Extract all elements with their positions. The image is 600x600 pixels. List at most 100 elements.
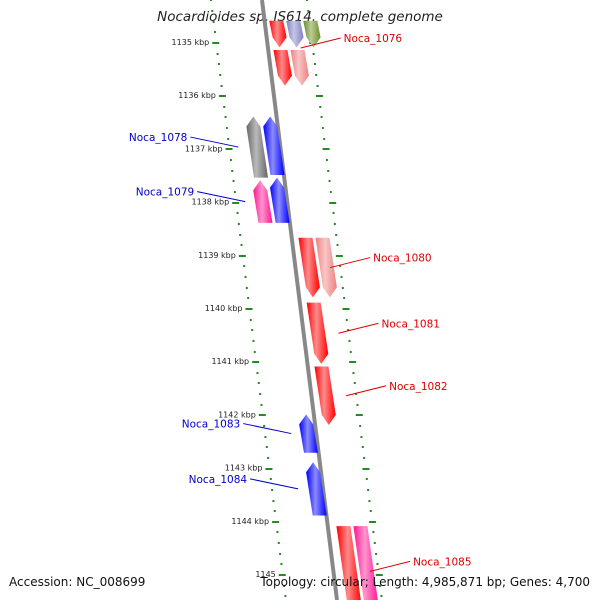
- scale-dot: [336, 244, 339, 246]
- scale-major-tick: [238, 255, 246, 257]
- topology-summary: Topology: circular; Length: 4,985,871 bp…: [260, 575, 590, 589]
- scale-major-tick: [355, 414, 363, 416]
- scale-dot: [209, 0, 212, 1]
- callout-line: [197, 191, 246, 203]
- gene-label: Noca_1078: [129, 132, 187, 144]
- scale-dot: [284, 595, 287, 597]
- scale-dot: [335, 234, 338, 236]
- scale-major-tick: [225, 148, 233, 150]
- scale-dot: [212, 21, 215, 23]
- scale-dot: [305, 0, 308, 1]
- scale-major-tick: [212, 42, 220, 44]
- scale-major-tick: [278, 574, 286, 576]
- scale-major-tick: [342, 308, 350, 310]
- gene-arrow: [253, 180, 273, 223]
- gene-label: Noca_1083: [182, 419, 240, 431]
- scale-tick-label: 1136 kbp: [178, 91, 216, 100]
- scale-dot: [368, 500, 371, 502]
- scale-tick-label: 1145: [255, 570, 275, 579]
- scale-dot: [247, 297, 250, 299]
- scale-dot: [236, 212, 239, 214]
- scale-dot: [347, 329, 350, 331]
- gene-arrow: [269, 20, 287, 48]
- scale-dot: [360, 436, 363, 438]
- scale-dot: [380, 595, 383, 597]
- gene-arrow: [315, 237, 337, 298]
- gene-label: Noca_1081: [381, 318, 439, 330]
- scale-major-tick: [335, 255, 343, 257]
- scale-major-tick: [218, 95, 226, 97]
- scale-major-tick: [329, 202, 337, 204]
- scale-dot: [341, 287, 344, 289]
- scale-dot: [217, 63, 220, 65]
- scale-major-tick: [232, 202, 240, 204]
- scale-dot: [332, 212, 335, 214]
- scale-dot: [379, 585, 382, 587]
- scale-dot: [244, 276, 247, 278]
- scale-dot: [312, 53, 315, 55]
- scale-dot: [256, 372, 259, 374]
- scale-dot: [327, 170, 330, 172]
- scale-dot: [369, 510, 372, 512]
- scale-dot: [319, 106, 322, 108]
- scale-dot: [356, 404, 359, 406]
- scale-dot: [263, 425, 266, 427]
- scale-dot: [237, 223, 240, 225]
- scale-dot: [307, 10, 310, 12]
- scale-major-tick: [252, 361, 260, 363]
- scale-dot: [333, 223, 336, 225]
- scale-major-tick: [369, 521, 377, 523]
- scale-dot: [264, 436, 267, 438]
- scale-dot: [216, 53, 219, 55]
- scale-dot: [348, 340, 351, 342]
- scale-tick-label: 1143 kbp: [225, 464, 263, 473]
- backbone-line: [260, 0, 339, 600]
- scale-dot: [219, 74, 222, 76]
- callout-line: [330, 257, 371, 269]
- gene-arrow: [263, 116, 285, 175]
- scale-dot: [240, 244, 243, 246]
- scale-dot: [329, 191, 332, 193]
- gene-arrow: [246, 116, 269, 178]
- callout-line: [369, 560, 411, 572]
- scale-dot: [376, 563, 379, 565]
- callout-line: [346, 385, 387, 397]
- callout-line: [300, 37, 341, 49]
- scale-dot: [277, 542, 280, 544]
- scale-dot: [276, 531, 279, 533]
- scale-dot: [273, 510, 276, 512]
- scale-dot: [211, 10, 214, 12]
- scale-dot: [339, 265, 342, 267]
- scale-dot: [272, 500, 275, 502]
- scale-dot: [361, 446, 364, 448]
- scale-dot: [269, 478, 272, 480]
- scale-dot: [232, 180, 235, 182]
- scale-dot: [321, 127, 324, 129]
- gene-features: [246, 20, 378, 600]
- scale-major-tick: [258, 414, 266, 416]
- gene-arrow: [290, 49, 309, 86]
- gene-label: Noca_1080: [373, 253, 431, 265]
- scale-dot: [365, 478, 368, 480]
- scale-tick-label: 1141 kbp: [211, 357, 249, 366]
- scale-dot: [260, 404, 263, 406]
- gene-arrow: [306, 462, 327, 516]
- scale-tick-label: 1139 kbp: [198, 251, 236, 260]
- scale-dot: [323, 138, 326, 140]
- scale-dot: [225, 127, 228, 129]
- gene-arrow: [303, 20, 321, 48]
- scale-dot: [353, 382, 356, 384]
- scale-major-tick: [362, 468, 370, 470]
- scale-dot: [283, 585, 286, 587]
- gene-label: Noca_1084: [189, 474, 248, 486]
- scale-dot: [375, 553, 378, 555]
- scale-tick-label: 1140 kbp: [205, 304, 243, 313]
- callout-line: [250, 478, 299, 490]
- scale-dot: [251, 329, 254, 331]
- gene-arrow: [286, 20, 304, 48]
- scale-dot: [259, 393, 262, 395]
- scale-major-tick: [265, 468, 273, 470]
- scale-dot: [363, 457, 366, 459]
- scale-dot: [355, 393, 358, 395]
